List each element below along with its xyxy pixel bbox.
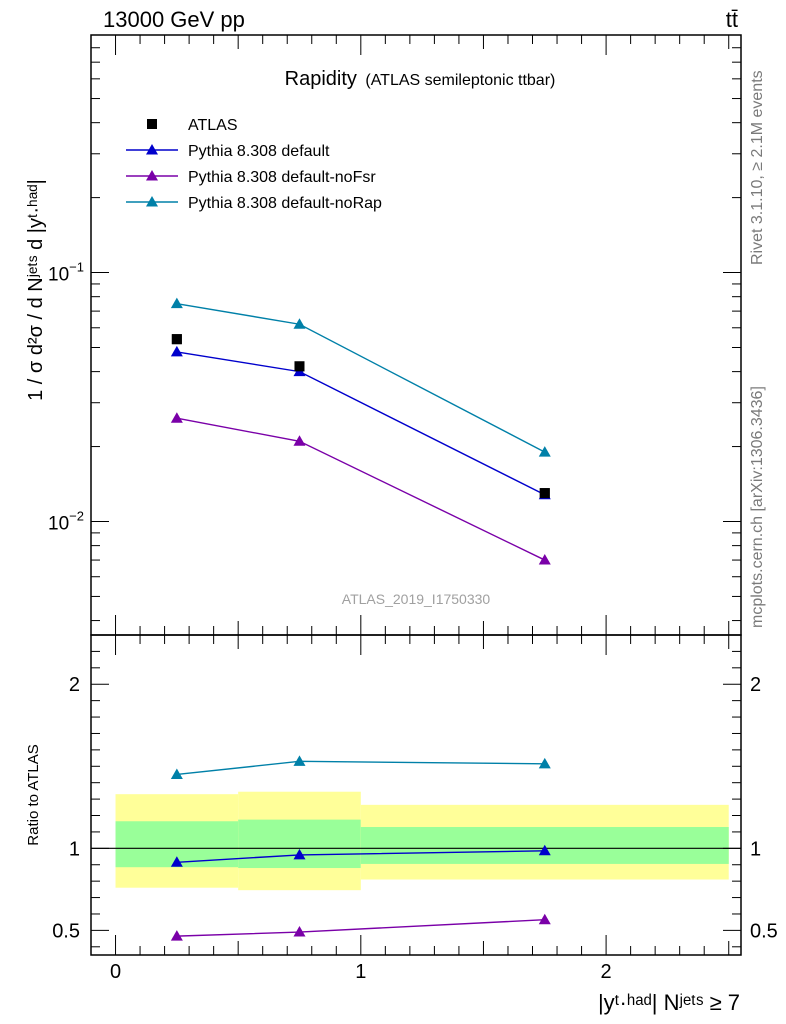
ratio-point-default <box>170 856 183 867</box>
legend-marker-default <box>146 144 158 155</box>
main-y-axis-label: 1 / σ d²σ / d Nʲᵉᵗˢ d |yᵗ·ʰᵃᵈ| <box>25 179 47 401</box>
y-tick-label-exponent: −2 <box>69 508 84 523</box>
x-tick-label: 1 <box>355 961 366 983</box>
ratio-y-tick-label: 1 <box>69 838 80 860</box>
ratio-point-noFsr <box>170 930 183 941</box>
series-point-default <box>170 345 183 357</box>
ratio-y-tick-label: 0.5 <box>52 920 80 942</box>
ratio-point-default <box>538 844 551 856</box>
ratio-point-default <box>293 848 306 860</box>
y-tick-label-base: 10 <box>48 513 69 534</box>
series-line-noFsr <box>176 417 546 561</box>
ratio-point-noRap <box>170 768 183 779</box>
series-point-noRap <box>170 297 183 309</box>
ratio-y-tick-label: 2 <box>69 674 80 696</box>
atlas-data-point <box>539 488 550 499</box>
series-point-noFsr <box>170 412 183 423</box>
series-point-noFsr <box>538 554 551 565</box>
ratio-point-noFsr <box>293 926 306 937</box>
rivet-label: Rivet 3.1.10, ≥ 2.1M events <box>749 70 766 265</box>
legend-marker-noRap <box>146 196 158 207</box>
legend-label-atlas: ATLAS <box>188 117 238 134</box>
ratio-plot: 0 1 2 0.5 0.5 1 1 2 2 <box>52 634 778 983</box>
process-label: tt̄ <box>726 7 738 32</box>
y-tick-label-exponent: −1 <box>69 260 84 275</box>
ratio-point-noFsr <box>538 913 551 925</box>
y-tick-label: 10−2 <box>48 508 84 534</box>
ratio-point-noRap <box>538 757 551 769</box>
ratio-y-axis-label: Ratio to ATLAS <box>25 744 42 845</box>
ratio-point-noRap <box>293 755 306 766</box>
y-tick-label-base: 10 <box>48 265 69 286</box>
ratio-line-noRap <box>176 760 545 776</box>
ratio-line-noFsr <box>176 919 545 937</box>
ratio-plot-frame <box>90 634 742 956</box>
ratio-y-tick-label-right: 0.5 <box>750 920 778 942</box>
y-tick-label: 10−1 <box>48 260 84 286</box>
series-point-noRap <box>538 446 551 457</box>
chart-subtitle: (ATLAS semileptonic ttbar) <box>365 72 555 89</box>
legend-marker-noFsr <box>146 170 158 181</box>
series-point-noRap <box>293 318 306 329</box>
ratio-y-tick-label-right: 2 <box>750 674 761 696</box>
x-tick-label: 2 <box>601 961 612 983</box>
chart-title: Rapidity <box>285 68 357 90</box>
x-axis-label: |yᵗ·ʰᵃᵈ| Nʲᵉᵗˢ ≥ 7 <box>598 990 740 1015</box>
legend-label-noFsr: Pythia 8.308 default-noFsr <box>188 169 376 186</box>
chart-title-group: Rapidity (ATLAS semileptonic ttbar) <box>285 68 556 90</box>
mcplots-label: mcplots.cern.ch [arXiv:1306.3436] <box>749 386 766 628</box>
legend-label-default: Pythia 8.308 default <box>188 143 330 160</box>
atlas-data-point <box>171 334 182 345</box>
atlas-data-point <box>294 361 305 372</box>
series-line-noRap <box>176 302 546 453</box>
legend-marker-atlas <box>147 119 157 129</box>
x-tick-label: 0 <box>110 961 121 983</box>
analysis-watermark: ATLAS_2019_I1750330 <box>342 591 491 607</box>
uncertainty-band-inner <box>238 819 361 869</box>
energy-label: 13000 GeV pp <box>103 7 245 32</box>
ratio-y-tick-label-right: 1 <box>750 838 761 860</box>
legend-label-noRap: Pythia 8.308 default-noRap <box>188 195 382 212</box>
series-point-noFsr <box>293 435 306 446</box>
